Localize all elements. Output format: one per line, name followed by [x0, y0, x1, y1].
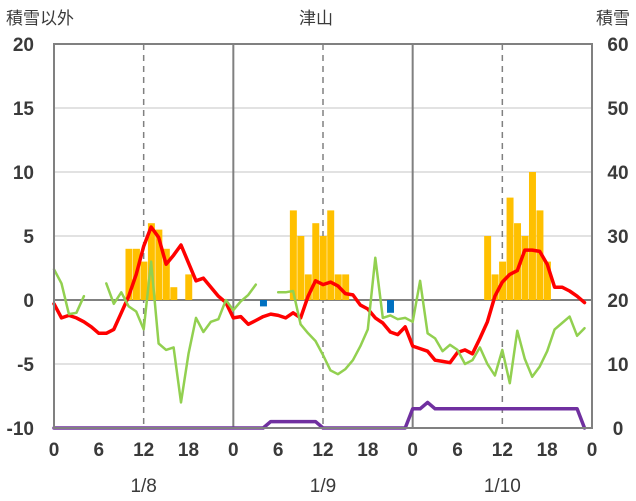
precipitation-bar [327, 210, 335, 300]
right-tick-label: 30 [607, 227, 628, 248]
left-tick-label: -5 [17, 355, 34, 376]
left-tick-label: 20 [13, 35, 34, 56]
precipitation-bar [125, 248, 133, 300]
precipitation-bar [162, 248, 170, 300]
date-label: 1/8 [130, 476, 156, 497]
date-label: 1/9 [310, 476, 336, 497]
left-tick-label: 15 [13, 99, 35, 120]
chart-title: 津山 [299, 9, 333, 29]
precipitation-bar [521, 236, 529, 300]
left-tick-label: 0 [23, 291, 34, 312]
precipitation-bar [312, 223, 320, 300]
bars [125, 172, 551, 313]
x-tick-label: 0 [407, 440, 418, 461]
precipitation-bar [342, 274, 350, 300]
negative-bar-bar [259, 300, 267, 307]
right-tick-label: 10 [607, 355, 628, 376]
x-tick-label: 0 [587, 440, 598, 461]
humidity-like-line [52, 256, 586, 404]
precipitation-bar [289, 210, 297, 300]
x-tick-label: 12 [492, 440, 513, 461]
x-tick-label: 0 [228, 440, 239, 461]
precipitation-bar [484, 236, 492, 300]
x-tick-label: 6 [452, 440, 463, 461]
precipitation-bar [304, 274, 312, 300]
labels: 積雪以外 津山 積雪 [6, 9, 630, 29]
precipitation-bar [506, 197, 514, 300]
precipitation-bar [491, 274, 499, 300]
left-tick-label: -10 [7, 419, 34, 440]
left-tick-label: 10 [13, 163, 34, 184]
left-axis-title: 積雪以外 [6, 9, 74, 29]
x-tick-label: 0 [49, 440, 60, 461]
precipitation-bar [514, 223, 522, 300]
temperature-line [52, 225, 587, 365]
snow-depth-line [52, 400, 587, 430]
precipitation-bar [155, 229, 163, 300]
right-tick-label: 20 [607, 291, 628, 312]
precipitation-bar [543, 261, 551, 300]
x-tick-label: 6 [94, 440, 105, 461]
right-axis-title: 積雪 [596, 9, 630, 29]
precipitation-bar [140, 261, 148, 300]
x-tick-label: 18 [537, 440, 558, 461]
precipitation-bar [319, 236, 327, 300]
x-tick-label: 12 [133, 440, 154, 461]
precipitation-bar [528, 172, 536, 300]
x-tick-label: 12 [312, 440, 333, 461]
right-tick-label: 0 [613, 419, 624, 440]
x-tick-label: 6 [273, 440, 284, 461]
right-tick-label: 50 [607, 99, 628, 120]
right-tick-label: 60 [607, 35, 628, 56]
plot-border [53, 43, 593, 429]
precipitation-bar [170, 287, 178, 300]
x-tick-label: 18 [357, 440, 378, 461]
left-tick-label: 5 [23, 227, 34, 248]
negative-bar-bar [387, 300, 394, 313]
frame [53, 43, 593, 429]
date-label: 1/10 [484, 476, 521, 497]
right-tick-label: 40 [607, 163, 628, 184]
precipitation-bar [185, 274, 193, 300]
precipitation-bar [297, 236, 305, 300]
x-tick-label: 18 [178, 440, 199, 461]
